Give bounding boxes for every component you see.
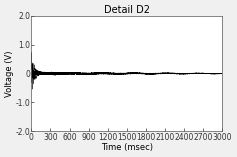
Title: Detail D2: Detail D2 <box>104 5 150 15</box>
Y-axis label: Voltage (V): Voltage (V) <box>5 50 14 97</box>
X-axis label: Time (msec): Time (msec) <box>101 143 153 152</box>
